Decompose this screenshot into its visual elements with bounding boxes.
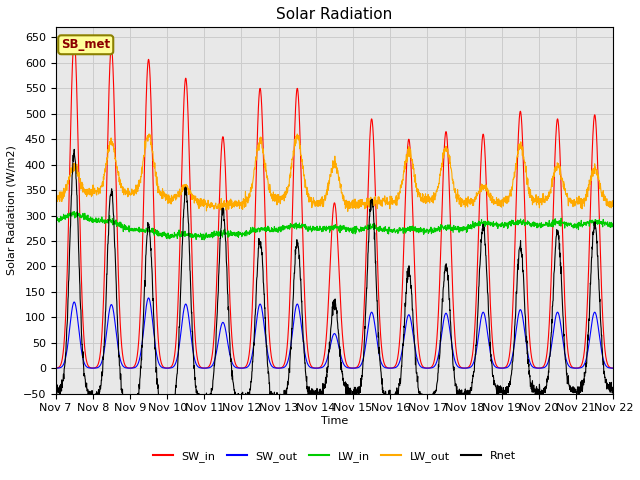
Legend: SW_in, SW_out, LW_in, LW_out, Rnet: SW_in, SW_out, LW_in, LW_out, Rnet	[148, 447, 520, 467]
SW_out	[351, 365, 358, 371]
SW_out	[561, 347, 568, 353]
Line: SW_in: SW_in	[56, 40, 613, 368]
LW_out	[145, 131, 153, 137]
LW_in	[208, 232, 216, 238]
Rnet	[70, 146, 78, 152]
LW_in	[200, 237, 208, 243]
Y-axis label: Solar Radiation (W/m2): Solar Radiation (W/m2)	[7, 145, 17, 276]
LW_in	[561, 220, 568, 226]
SW_in	[609, 365, 617, 371]
LW_out	[364, 202, 371, 207]
SW_in	[363, 224, 371, 230]
Rnet	[52, 383, 60, 389]
LW_in	[497, 224, 505, 229]
LW_out	[351, 196, 359, 202]
SW_in	[70, 37, 78, 43]
Rnet	[351, 397, 359, 403]
SW_out	[52, 365, 60, 371]
Line: LW_out: LW_out	[56, 134, 613, 211]
SW_out	[363, 334, 371, 339]
LW_in	[70, 209, 78, 215]
Line: SW_out: SW_out	[56, 298, 613, 368]
Rnet	[159, 409, 166, 415]
LW_out	[576, 198, 584, 204]
Rnet	[561, 340, 568, 346]
SW_out	[609, 365, 617, 371]
LW_in	[609, 221, 617, 227]
SW_in	[561, 284, 568, 290]
SW_in	[497, 365, 504, 371]
SW_in	[576, 364, 584, 370]
Rnet	[208, 388, 216, 394]
SW_out	[145, 295, 152, 301]
SW_in	[351, 365, 358, 371]
LW_out	[609, 202, 617, 207]
X-axis label: Time: Time	[321, 416, 348, 426]
LW_out	[52, 199, 60, 205]
SW_in	[207, 357, 215, 363]
LW_in	[52, 217, 60, 223]
Rnet	[609, 385, 617, 391]
LW_out	[344, 208, 351, 214]
LW_in	[364, 226, 371, 231]
Rnet	[364, 274, 371, 279]
Line: Rnet: Rnet	[56, 149, 613, 412]
Line: LW_in: LW_in	[56, 212, 613, 240]
SW_out	[576, 365, 584, 371]
Rnet	[497, 390, 505, 396]
SW_out	[207, 364, 215, 370]
Text: SB_met: SB_met	[61, 38, 110, 51]
LW_out	[561, 187, 568, 193]
LW_out	[207, 204, 215, 209]
LW_in	[576, 221, 584, 227]
SW_out	[497, 365, 504, 371]
SW_in	[52, 365, 60, 371]
LW_in	[351, 228, 359, 233]
LW_out	[497, 199, 505, 204]
Rnet	[576, 387, 584, 393]
Title: Solar Radiation: Solar Radiation	[276, 7, 392, 22]
